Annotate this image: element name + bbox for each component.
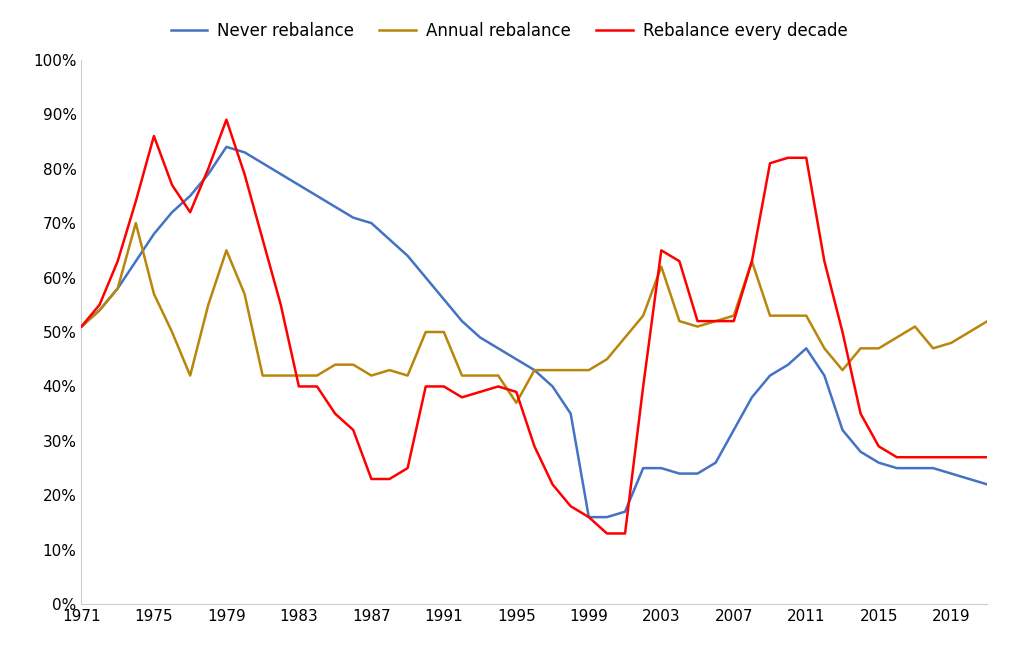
Rebalance every decade [293, 382, 305, 390]
Never rebalance [384, 236, 396, 244]
Never rebalance [293, 181, 305, 189]
Never rebalance [710, 459, 722, 467]
Rebalance every decade [384, 475, 396, 483]
Annual rebalance [384, 366, 396, 374]
Never rebalance [220, 143, 232, 151]
Never rebalance [365, 219, 378, 227]
Rebalance every decade [981, 454, 994, 461]
Annual rebalance [981, 317, 994, 325]
Annual rebalance [764, 311, 776, 319]
Line: Rebalance every decade: Rebalance every decade [81, 120, 987, 533]
Annual rebalance [129, 219, 142, 227]
Rebalance every decade [963, 454, 975, 461]
Annual rebalance [510, 399, 522, 407]
Annual rebalance [710, 317, 722, 325]
Rebalance every decade [764, 159, 776, 167]
Rebalance every decade [75, 323, 88, 331]
Annual rebalance [365, 372, 378, 380]
Never rebalance [582, 513, 595, 521]
Rebalance every decade [710, 317, 722, 325]
Never rebalance [75, 323, 88, 331]
Annual rebalance [963, 328, 975, 336]
Line: Annual rebalance: Annual rebalance [81, 223, 987, 403]
Rebalance every decade [365, 475, 378, 483]
Never rebalance [981, 481, 994, 489]
Never rebalance [764, 372, 776, 380]
Annual rebalance [75, 323, 88, 331]
Legend: Never rebalance, Annual rebalance, Rebalance every decade: Never rebalance, Annual rebalance, Rebal… [164, 15, 854, 46]
Never rebalance [963, 475, 975, 483]
Annual rebalance [293, 372, 305, 380]
Line: Never rebalance: Never rebalance [81, 147, 987, 517]
Rebalance every decade [220, 116, 232, 124]
Rebalance every decade [601, 529, 613, 537]
